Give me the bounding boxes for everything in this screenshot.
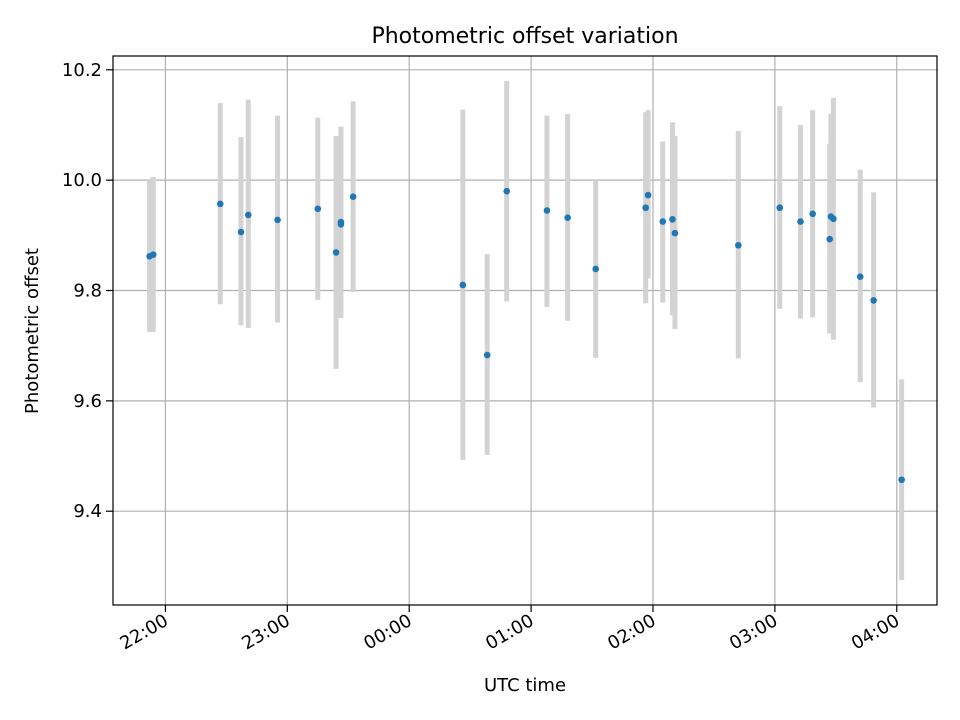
data-point xyxy=(659,218,667,225)
data-point xyxy=(245,211,252,219)
data-point xyxy=(459,281,467,289)
data-point xyxy=(809,210,816,218)
data-point xyxy=(149,251,157,258)
data-point xyxy=(332,249,340,256)
data-point xyxy=(644,191,652,199)
error-bars xyxy=(147,80,905,581)
data-point xyxy=(543,207,551,214)
data-point xyxy=(337,220,345,228)
x-tick-label: 01:00 xyxy=(482,610,537,654)
plot-frame xyxy=(112,55,938,606)
data-point xyxy=(503,187,511,195)
x-axis-label: UTC time xyxy=(484,675,566,696)
data-points xyxy=(146,187,905,484)
x-tick-label: 04:00 xyxy=(848,610,903,654)
data-point xyxy=(592,265,599,273)
data-point xyxy=(671,229,679,237)
data-point xyxy=(274,216,281,224)
x-tick-label: 23:00 xyxy=(238,610,293,654)
y-tick-label: 10.0 xyxy=(62,170,102,191)
data-point xyxy=(237,228,245,236)
data-point xyxy=(483,351,491,359)
y-axis-ticks: 9.4 9.6 9.8 10.0 10.2 xyxy=(62,60,113,522)
data-point xyxy=(776,204,784,212)
data-point xyxy=(735,241,742,249)
x-tick-label: 03:00 xyxy=(726,610,781,654)
data-point xyxy=(856,273,864,281)
data-point xyxy=(349,193,357,200)
data-point xyxy=(830,215,837,223)
data-point xyxy=(826,235,834,243)
data-point xyxy=(669,216,676,223)
x-tick-label: 22:00 xyxy=(116,610,171,654)
data-point xyxy=(642,204,649,212)
chart-title: Photometric offset variation xyxy=(371,24,678,49)
y-tick-label: 9.4 xyxy=(73,501,102,522)
data-point xyxy=(216,200,224,208)
data-point xyxy=(870,297,877,304)
data-point xyxy=(564,214,571,221)
data-point xyxy=(314,205,322,213)
y-tick-label: 9.6 xyxy=(73,391,102,412)
y-tick-label: 10.2 xyxy=(62,60,102,81)
data-point xyxy=(898,476,905,484)
y-tick-label: 9.8 xyxy=(73,280,102,301)
x-tick-label: 00:00 xyxy=(360,610,415,654)
x-axis-ticks: 22:00 23:00 00:00 01:00 02:00 03:00 04:00 xyxy=(116,605,903,654)
x-tick-label: 02:00 xyxy=(604,610,659,654)
y-axis-label: Photometric offset xyxy=(22,248,43,414)
data-point xyxy=(797,218,804,225)
